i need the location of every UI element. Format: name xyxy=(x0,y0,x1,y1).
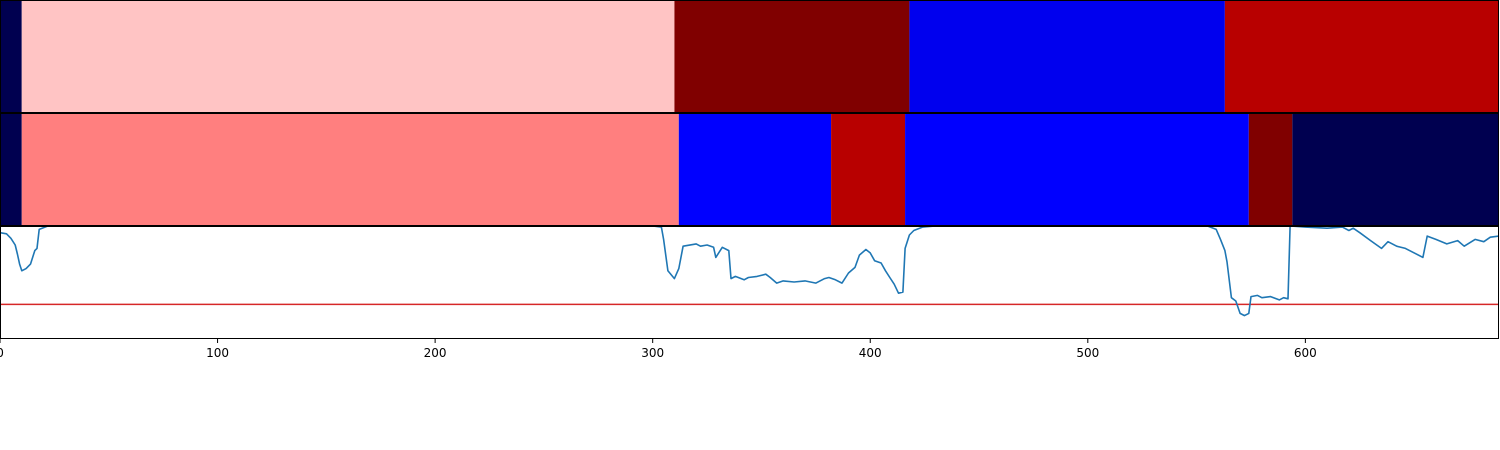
top-strip-segment-5 xyxy=(1224,0,1499,112)
top-strip-segment-3 xyxy=(674,0,910,112)
x-tick-label: 500 xyxy=(1076,346,1099,360)
top-strip xyxy=(0,0,1499,112)
bottom-strip-segment-5 xyxy=(905,113,1249,225)
top-strip-segment-2 xyxy=(21,0,675,112)
panel-frame-2 xyxy=(0,113,1499,226)
x-tick-label: 600 xyxy=(1294,346,1317,360)
x-axis: 0 100 200 300 400 500 600 xyxy=(0,338,1317,360)
x-tick-label: 100 xyxy=(206,346,229,360)
top-strip-segment-1 xyxy=(0,0,22,112)
bottom-strip xyxy=(0,113,1499,225)
x-tick-label: 0 xyxy=(0,346,4,360)
bottom-strip-segment-4 xyxy=(831,113,906,225)
x-tick-label: 200 xyxy=(424,346,447,360)
data-series-line xyxy=(0,225,1500,317)
panel-frame-3 xyxy=(0,226,1499,339)
bottom-strip-segment-7 xyxy=(1292,113,1499,225)
bottom-strip-segment-6 xyxy=(1248,113,1293,225)
bottom-strip-segment-1 xyxy=(0,113,22,225)
top-strip-segment-4 xyxy=(909,0,1225,112)
panel-frame-1 xyxy=(0,0,1499,113)
x-tick-label: 300 xyxy=(641,346,664,360)
line-panel-background xyxy=(0,226,1499,338)
line-panel xyxy=(0,0,1500,339)
bottom-strip-segment-3 xyxy=(678,113,832,225)
strips-layer xyxy=(0,0,1499,225)
bottom-strip-segment-2 xyxy=(21,113,679,225)
x-tick-label: 400 xyxy=(859,346,882,360)
